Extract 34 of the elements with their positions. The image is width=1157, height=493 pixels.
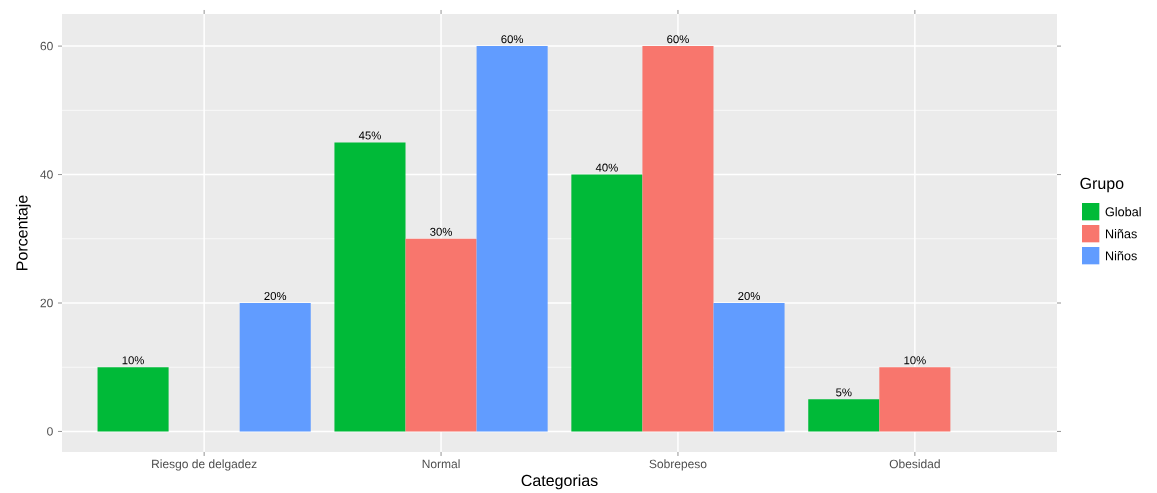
y-tick-label: 60 (40, 41, 53, 51)
x-tick-label: Normal (422, 459, 460, 469)
data-label: 60% (667, 35, 689, 44)
legend-label: Global (1105, 207, 1141, 217)
y-tick-label: 20 (40, 298, 53, 308)
data-label: 5% (836, 388, 852, 397)
data-label: 10% (904, 356, 926, 365)
data-label: 60% (501, 35, 524, 44)
bar (334, 142, 406, 432)
data-label: 20% (264, 292, 287, 301)
data-label: 40% (595, 163, 618, 172)
bar (239, 303, 311, 432)
legend-title: Grupo (1080, 177, 1124, 193)
bar (97, 367, 169, 432)
bar (405, 238, 477, 432)
bar (642, 46, 714, 432)
data-label: 20% (738, 292, 760, 301)
data-label: 30% (430, 227, 452, 236)
bar (571, 174, 643, 432)
bar (879, 367, 951, 432)
data-label: 45% (358, 131, 381, 140)
y-tick-label: 0 (47, 427, 53, 436)
x-tick-label: Obesidad (889, 459, 940, 469)
y-axis-title: Porcentaje (15, 195, 31, 270)
y-tick-label: 40 (40, 170, 53, 179)
x-axis-title: Categorias (521, 474, 598, 490)
data-label: 10% (122, 356, 145, 365)
legend-label: Niños (1105, 251, 1137, 261)
x-tick-label: Riesgo de delgadez (152, 459, 257, 471)
x-tick-label: Sobrepeso (649, 459, 707, 471)
bar (476, 46, 548, 432)
bar (808, 399, 880, 432)
legend-label: Niñas (1105, 229, 1137, 239)
bar (713, 303, 785, 432)
